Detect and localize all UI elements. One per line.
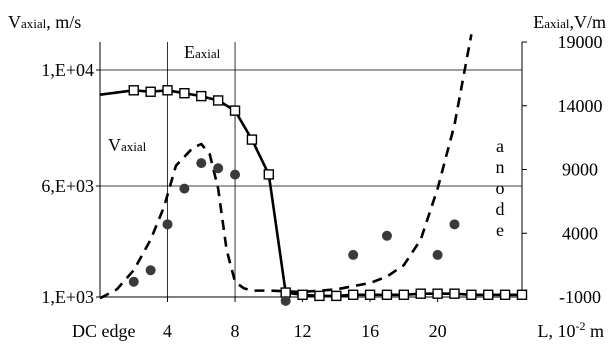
x-axis-right-label: L, 10-2 m: [537, 319, 604, 341]
v-axial-square-marker: [483, 289, 494, 300]
right-tick-label: -1000: [559, 287, 601, 307]
v-axial-square-marker: [466, 289, 477, 300]
v-axial-square-marker: [364, 289, 376, 300]
v-axial-square-marker: [246, 134, 258, 145]
measured-data-point: [213, 163, 224, 174]
anode-letter: a: [496, 136, 504, 156]
right-tick-label: 9000: [562, 160, 598, 180]
v-axial-square-marker: [348, 289, 359, 300]
measured-data-point: [230, 169, 241, 180]
measured-data-point: [348, 249, 359, 260]
e-axial-annotation: Eaxial: [184, 42, 221, 62]
v-axial-square-marker: [212, 95, 224, 106]
x-tick-label: 12: [294, 321, 312, 341]
v-axial-square-marker: [415, 288, 426, 299]
anode-letter: d: [496, 199, 505, 219]
v-axial-square-marker: [516, 289, 528, 300]
left-tick-label: 1,E+04: [41, 60, 94, 80]
v-axial-square-marker: [179, 87, 190, 99]
x-tick-label: 8: [231, 321, 240, 341]
v-axial-line: [99, 89, 522, 298]
measured-data-point: [145, 265, 156, 276]
v-axial-square-marker: [499, 289, 511, 300]
measured-data-point: [128, 276, 139, 287]
v-axial-square-marker: [196, 90, 207, 102]
measured-data-point: [381, 230, 392, 241]
x-tick-label: 20: [429, 321, 447, 341]
v-axial-square-marker: [314, 290, 325, 302]
anode-letter: e: [496, 220, 504, 240]
v-axial-square-marker: [145, 86, 156, 97]
v-axial-square-marker: [449, 288, 460, 299]
v-axial-square-marker: [128, 85, 139, 96]
e-axial-dashed-line: [99, 34, 473, 300]
right-tick-label: 14000: [558, 96, 603, 116]
v-axial-square-marker: [297, 289, 308, 300]
v-axial-square-marker: [432, 288, 443, 299]
measured-data-point: [432, 249, 443, 260]
v-axial-square-marker: [280, 287, 291, 298]
v-axial-square-marker: [398, 289, 410, 300]
right-tick-label: 4000: [562, 223, 598, 243]
right-tick-label: 19000: [558, 32, 603, 52]
left-axis-title: Vaxial, m/s: [8, 12, 81, 32]
v-axial-square-marker: [229, 105, 241, 116]
measured-data-point: [162, 219, 173, 230]
x-axis-left-label: DC edge: [72, 321, 135, 341]
left-tick-label: 1,E+03: [41, 287, 94, 307]
measured-data-point: [179, 183, 190, 194]
measured-data-point: [449, 219, 460, 230]
v-axial-annotation: Vaxial: [108, 135, 147, 155]
measured-data-point: [280, 295, 291, 306]
v-axial-square-marker: [263, 169, 274, 180]
v-axial-square-marker: [381, 289, 393, 300]
x-tick-label: 4: [163, 321, 172, 341]
anode-letter: o: [496, 178, 505, 198]
right-axis-title: Eaxial,V/m: [533, 12, 606, 32]
left-tick-label: 6,E+03: [41, 176, 94, 196]
v-axial-square-marker: [162, 85, 173, 96]
x-tick-label: 16: [361, 321, 379, 341]
v-axial-square-marker: [331, 290, 342, 302]
measured-data-point: [196, 158, 207, 169]
anode-letter: n: [496, 157, 505, 177]
